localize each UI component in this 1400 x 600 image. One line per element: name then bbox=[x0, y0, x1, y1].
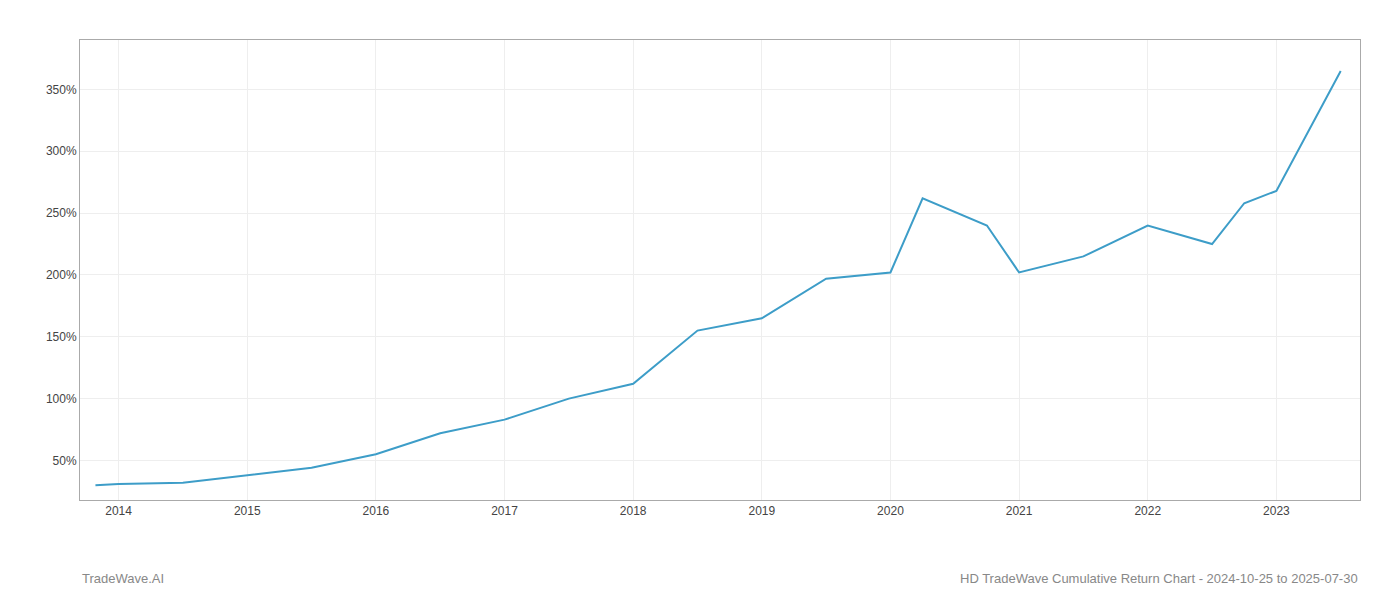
svg-text:250%: 250% bbox=[46, 206, 77, 220]
svg-text:2019: 2019 bbox=[748, 504, 775, 518]
svg-text:TradeWave.AI: TradeWave.AI bbox=[82, 571, 164, 586]
svg-text:2015: 2015 bbox=[234, 504, 261, 518]
svg-text:2014: 2014 bbox=[105, 504, 132, 518]
svg-text:2023: 2023 bbox=[1263, 504, 1290, 518]
svg-text:100%: 100% bbox=[46, 392, 77, 406]
svg-text:2021: 2021 bbox=[1006, 504, 1033, 518]
svg-text:2016: 2016 bbox=[363, 504, 390, 518]
svg-text:50%: 50% bbox=[53, 454, 77, 468]
svg-text:300%: 300% bbox=[46, 144, 77, 158]
svg-text:2020: 2020 bbox=[877, 504, 904, 518]
svg-text:HD TradeWave Cumulative Return: HD TradeWave Cumulative Return Chart - 2… bbox=[960, 571, 1358, 586]
svg-text:150%: 150% bbox=[46, 330, 77, 344]
svg-text:350%: 350% bbox=[46, 83, 77, 97]
svg-text:2018: 2018 bbox=[620, 504, 647, 518]
svg-text:2022: 2022 bbox=[1134, 504, 1161, 518]
svg-text:2017: 2017 bbox=[491, 504, 518, 518]
svg-text:200%: 200% bbox=[46, 268, 77, 282]
